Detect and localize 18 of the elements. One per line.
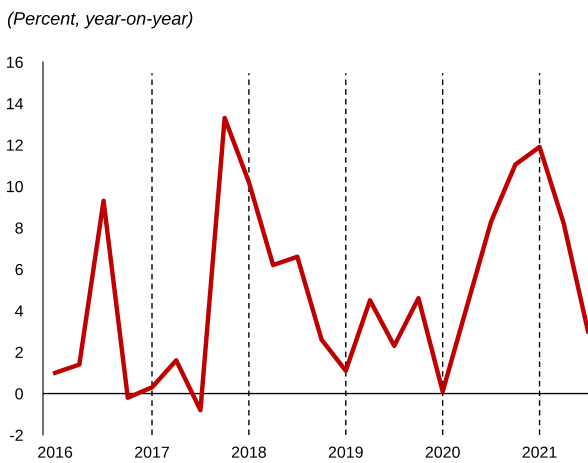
y-tick-label: 8 (15, 222, 23, 234)
chart-subtitle: (Percent, year-on-year) (8, 12, 192, 28)
y-tick-label: 10 (7, 180, 23, 192)
x-tick-label: 2020 (426, 446, 460, 458)
x-tick-label: 2019 (328, 446, 363, 458)
y-tick-label: 6 (15, 264, 23, 276)
y-tick-label: 2 (15, 346, 23, 358)
y-tick-label: -2 (10, 430, 23, 441)
x-tick-label: 2016 (38, 446, 72, 458)
x-tick-label: 2017 (135, 446, 169, 458)
line-series (52, 116, 588, 412)
y-tick-label: 12 (7, 140, 23, 151)
y-tick-label: 0 (15, 388, 23, 400)
y-tick-label: 4 (15, 305, 24, 316)
y-tick-label: 14 (7, 98, 24, 110)
y-tick-label: 16 (7, 56, 23, 68)
x-tick-label: 2021 (522, 446, 557, 458)
x-tick-label: 2018 (232, 446, 266, 458)
